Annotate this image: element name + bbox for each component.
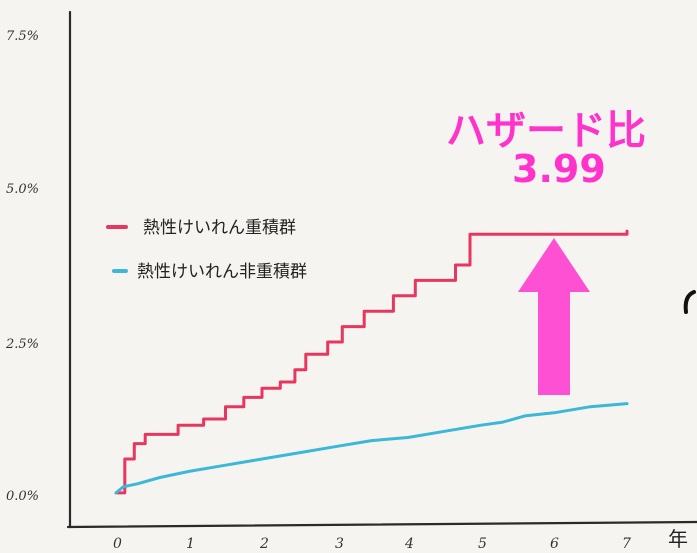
x-tick-label: 5 bbox=[478, 536, 487, 552]
y-tick-label: 7.5% bbox=[6, 29, 39, 44]
edge-mark bbox=[683, 290, 696, 314]
series-line-non-severe bbox=[114, 402, 629, 495]
legend-label-non-severe: 熱性けいれん非重積群 bbox=[137, 262, 307, 282]
legend-label-severe: 熱性けいれん重積群 bbox=[143, 218, 296, 238]
x-axis bbox=[66, 520, 697, 529]
x-tick-label: 6 bbox=[550, 536, 559, 552]
x-tick-label: 2 bbox=[259, 536, 269, 552]
hazard-ratio-annotation: ハザード比 3.99 bbox=[446, 108, 646, 395]
up-arrow-icon bbox=[518, 238, 590, 395]
x-tick-label: 1 bbox=[186, 536, 195, 552]
series-layer bbox=[114, 229, 629, 495]
legend: 熱性けいれん重積群 熱性けいれん非重積群 bbox=[106, 218, 307, 282]
x-tick-label: 0 bbox=[113, 536, 122, 552]
series-line-severe bbox=[114, 229, 629, 495]
x-axis-unit: 年 bbox=[668, 527, 688, 551]
y-tick-label: 5.0% bbox=[6, 182, 39, 197]
x-tick-label: 3 bbox=[335, 536, 344, 552]
hazard-ratio-title: ハザード比 bbox=[446, 108, 646, 154]
y-tick-label: 2.5% bbox=[5, 337, 39, 352]
y-tick-label: 0.0% bbox=[6, 489, 39, 504]
x-tick-label: 4 bbox=[404, 536, 414, 552]
hazard-ratio-value: 3.99 bbox=[512, 147, 606, 191]
x-tick-label: 7 bbox=[622, 536, 631, 552]
x-tick-labels: 0 1 2 3 4 5 6 7 bbox=[113, 536, 631, 552]
